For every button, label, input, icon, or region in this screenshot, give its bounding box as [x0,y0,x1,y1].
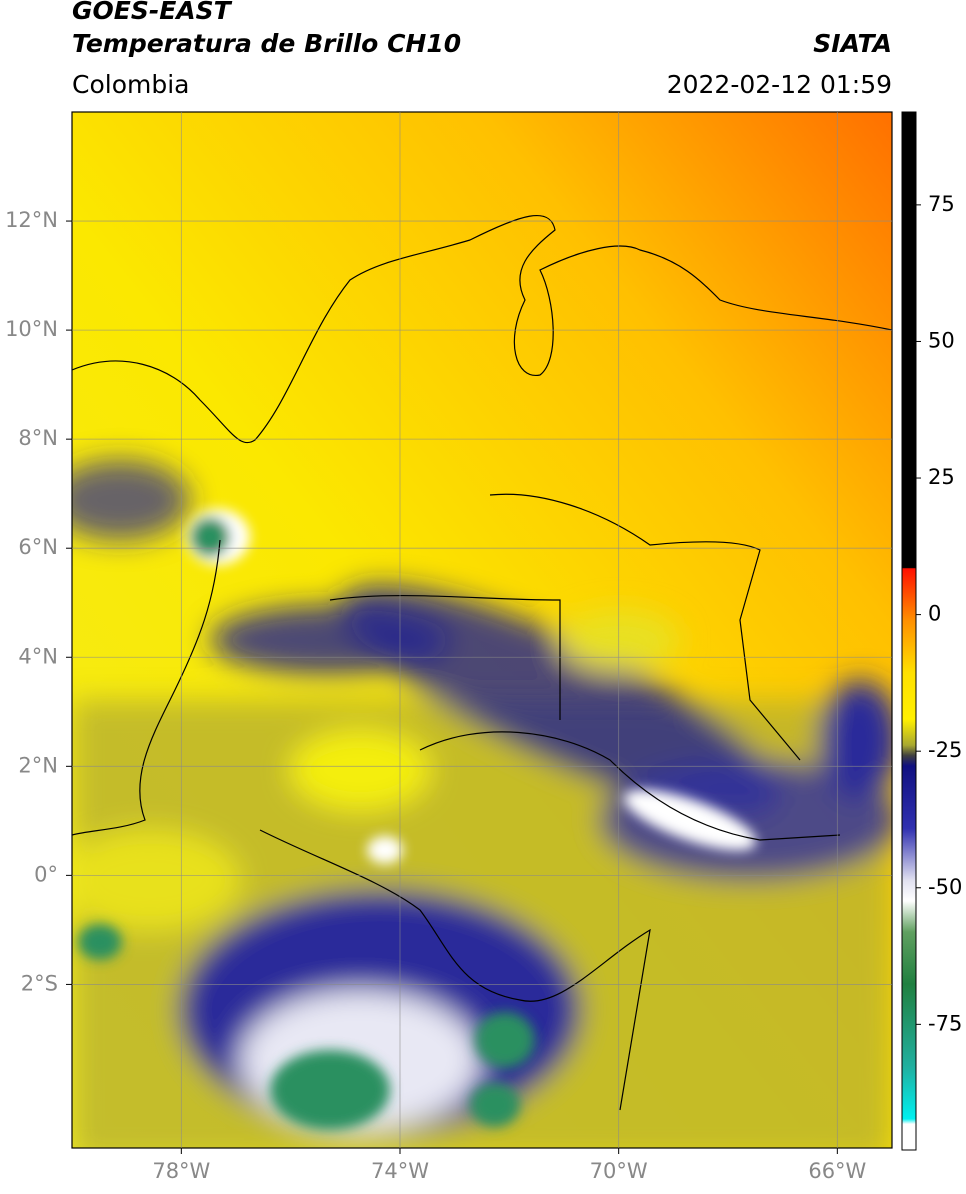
colorbar-tick-label: -50 [928,875,962,899]
x-tick-label: 78°W [152,1159,210,1183]
y-tick-label: 8°N [18,426,58,450]
y-tick-label: 4°N [18,644,58,668]
colorbar-tick-label: 75 [928,192,955,216]
title-line: GOES-EAST [72,0,233,25]
title-line: Temperatura de Brillo CH10 [72,29,461,58]
y-tick-label: 12°N [5,208,58,232]
y-tick-label: 2°N [18,753,58,777]
datetime: 2022-02-12 01:59 [667,70,892,99]
x-tick-label: 70°W [590,1159,648,1183]
x-tick-label: 66°W [808,1159,866,1183]
y-tick-label: 6°N [18,535,58,559]
x-tick-label: 74°W [371,1159,429,1183]
colorbar-tick-label: -25 [928,738,962,762]
colorbar [901,111,917,1151]
colorbar-tick-label: 50 [928,328,955,352]
colorbar-tick-label: 25 [928,465,955,489]
map-frame [71,111,893,1149]
colorbar-tick-label: 0 [928,602,941,626]
colorbar-tick-label: -75 [928,1011,962,1035]
subtitle: Colombia [72,70,189,99]
y-tick-label: 10°N [5,317,58,341]
source: SIATA [813,29,892,58]
y-tick-label: 2°S [21,971,58,995]
y-tick-label: 0° [34,862,58,886]
satellite-image [72,112,892,1148]
